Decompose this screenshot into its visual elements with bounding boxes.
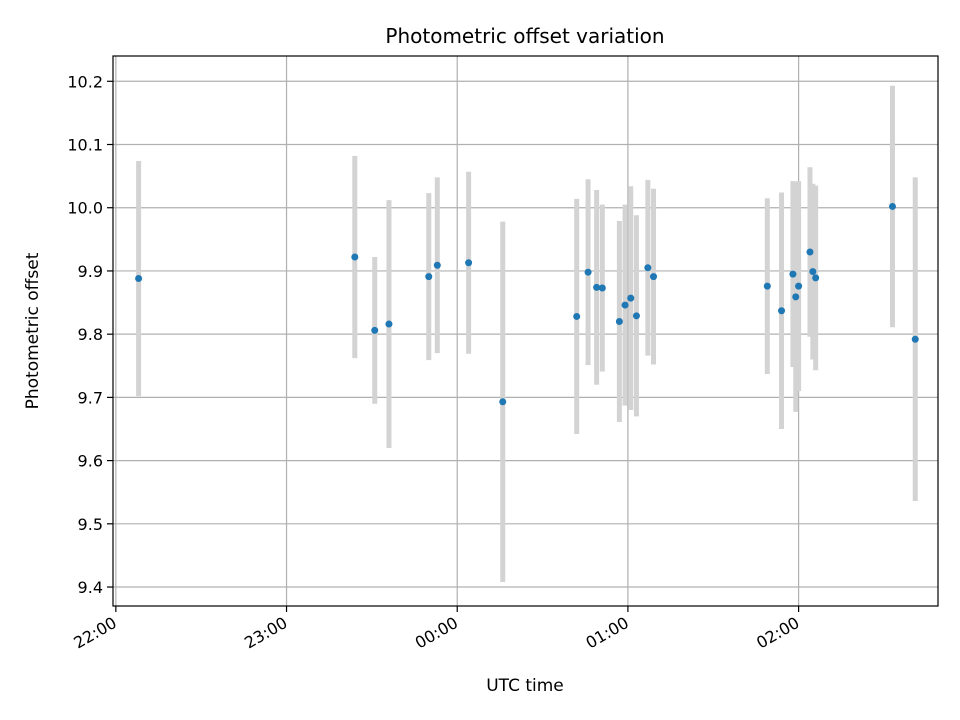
y-tick-label: 9.7 — [78, 388, 103, 407]
data-point — [615, 318, 623, 326]
data-point — [385, 320, 393, 328]
y-tick-label: 10.1 — [67, 136, 103, 155]
data-points — [135, 202, 919, 406]
data-point — [593, 283, 601, 291]
data-point — [598, 284, 606, 292]
grid — [113, 56, 938, 606]
chart-title: Photometric offset variation — [385, 24, 664, 48]
data-point — [778, 307, 786, 315]
y-tick-label: 10.2 — [67, 72, 103, 91]
data-point — [644, 264, 652, 272]
data-point — [792, 293, 800, 301]
data-point — [806, 248, 814, 256]
y-axis-ticks: 9.4 9.5 9.6 9.7 9.8 9.9 10.0 10.1 10.2 — [67, 72, 113, 597]
data-point — [351, 253, 359, 261]
data-point — [795, 282, 803, 290]
y-tick-label: 9.9 — [78, 262, 103, 281]
data-point — [371, 326, 379, 334]
data-point — [584, 268, 592, 276]
y-tick-label: 9.5 — [78, 515, 103, 534]
x-axis-label: UTC time — [486, 676, 564, 696]
y-tick-label: 9.4 — [78, 578, 103, 597]
data-point — [888, 202, 896, 210]
data-point — [632, 312, 640, 320]
data-point — [433, 261, 441, 269]
y-tick-label: 10.0 — [67, 199, 103, 218]
data-point — [812, 274, 820, 282]
data-point — [135, 275, 143, 283]
data-point — [809, 268, 817, 276]
data-point — [573, 312, 581, 320]
y-tick-label: 9.6 — [78, 452, 103, 471]
data-point — [911, 335, 919, 343]
data-point — [425, 273, 433, 281]
data-point — [621, 301, 629, 309]
data-point — [763, 282, 771, 290]
y-axis-label: Photometric offset — [23, 252, 43, 409]
data-point — [650, 273, 658, 281]
plot-frame — [112, 55, 939, 607]
data-point — [627, 294, 635, 302]
y-tick-label: 9.8 — [78, 325, 103, 344]
data-point — [465, 259, 473, 267]
data-point — [499, 398, 507, 406]
data-point — [789, 270, 797, 278]
